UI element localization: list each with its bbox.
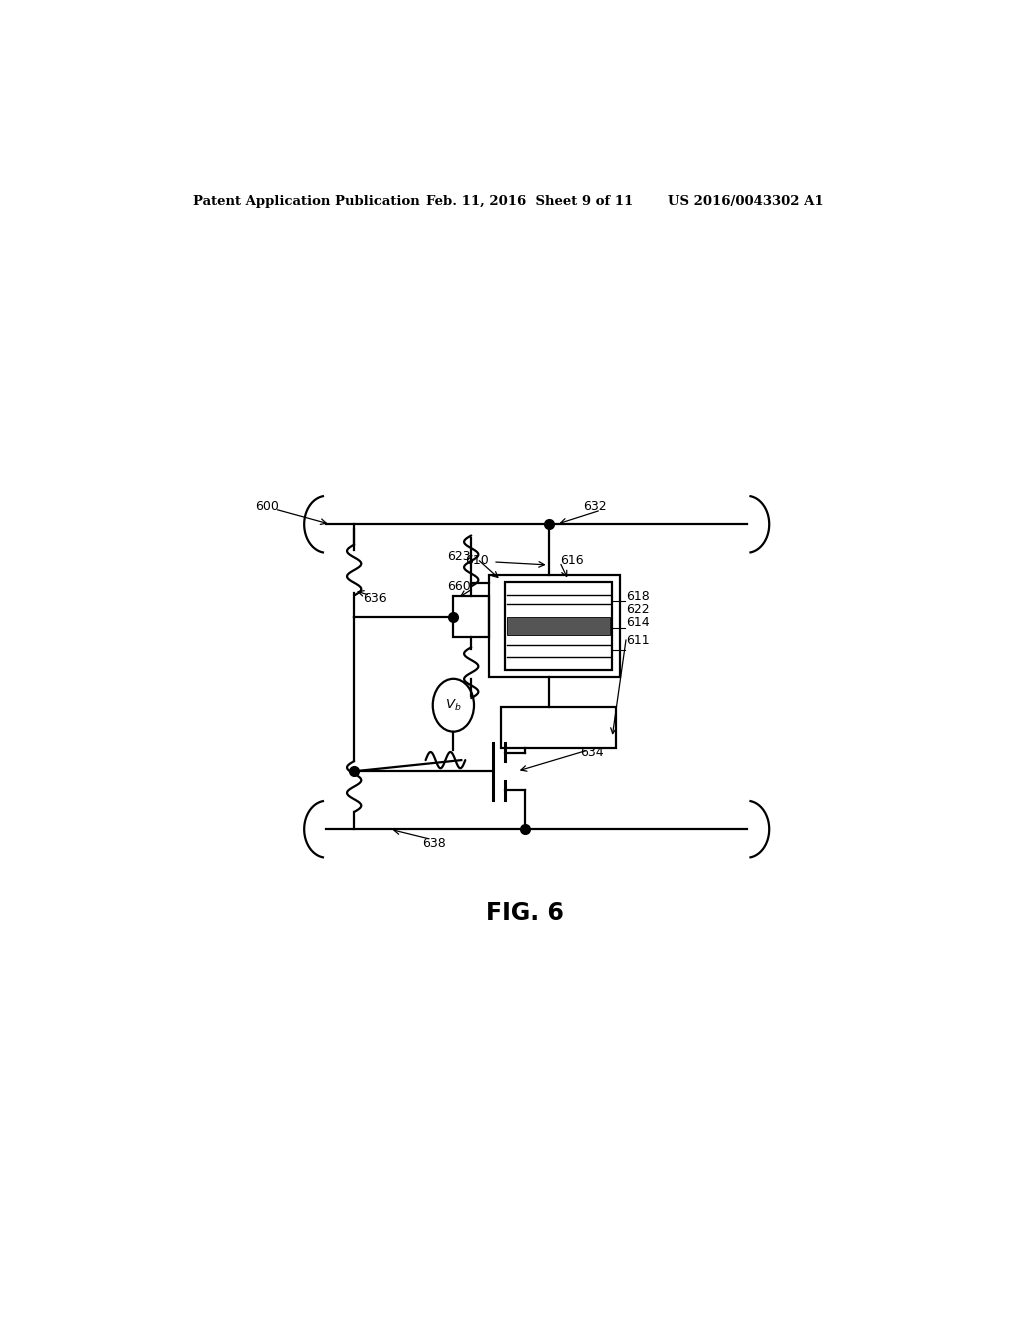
Text: $V_b$: $V_b$: [445, 698, 462, 713]
Bar: [505, 582, 612, 669]
Text: US 2016/0043302 A1: US 2016/0043302 A1: [668, 194, 823, 207]
Text: 600: 600: [255, 499, 279, 512]
Bar: [489, 576, 621, 677]
Bar: [507, 618, 609, 635]
Text: 611: 611: [627, 634, 650, 647]
Text: Patent Application Publication: Patent Application Publication: [194, 194, 420, 207]
Text: 660: 660: [447, 579, 471, 593]
Text: 622: 622: [627, 603, 650, 616]
Text: 618: 618: [627, 590, 650, 603]
Bar: [454, 597, 489, 638]
Text: 636: 636: [362, 591, 386, 605]
Text: 638: 638: [422, 837, 445, 850]
Text: 616: 616: [560, 554, 584, 568]
Text: 610: 610: [465, 554, 489, 568]
Text: FIG. 6: FIG. 6: [485, 900, 564, 924]
Text: Feb. 11, 2016  Sheet 9 of 11: Feb. 11, 2016 Sheet 9 of 11: [426, 194, 633, 207]
Text: 623: 623: [447, 550, 471, 564]
Text: 614: 614: [627, 616, 650, 630]
Text: 634: 634: [581, 747, 604, 759]
Bar: [501, 708, 616, 748]
Text: 632: 632: [584, 499, 607, 512]
